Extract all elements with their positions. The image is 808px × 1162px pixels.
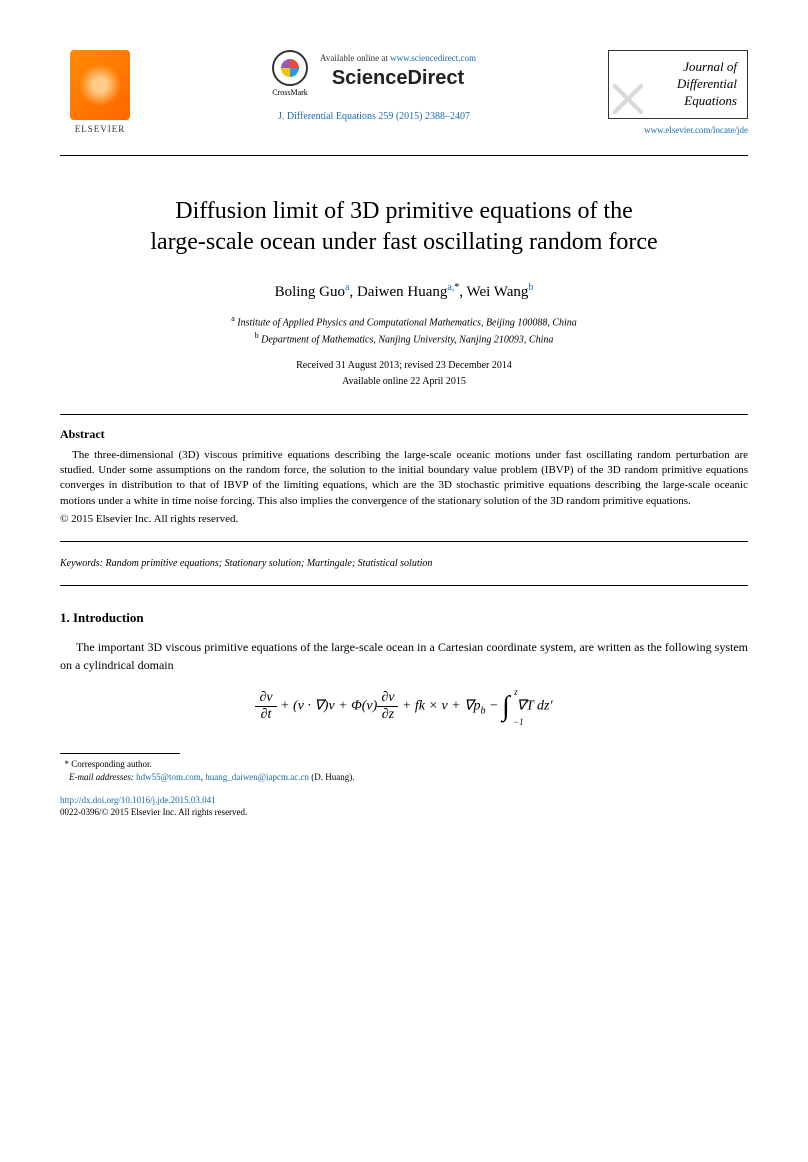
journal-url[interactable]: www.elsevier.com/locate/jde: [608, 125, 748, 135]
journal-title-l2: Differential: [677, 76, 737, 91]
email-label: E-mail addresses:: [69, 772, 134, 782]
intro-paragraph: The important 3D viscous primitive equat…: [60, 638, 748, 674]
crossmark-icon: [272, 50, 308, 86]
abstract-heading: Abstract: [60, 427, 748, 442]
title-line1: Diffusion limit of 3D primitive equation…: [175, 198, 633, 224]
keywords-text: Random primitive equations; Stationary s…: [103, 558, 432, 569]
email-name: (D. Huang).: [309, 772, 355, 782]
received-date: Received 31 August 2013; revised 23 Dece…: [296, 360, 512, 371]
abstract-top-rule: [60, 414, 748, 415]
corresponding-text: Corresponding author.: [71, 759, 152, 769]
available-block: Available online at www.sciencedirect.co…: [320, 53, 476, 94]
author-1: Boling Guo: [275, 284, 345, 300]
publisher-block: ELSEVIER: [60, 50, 140, 134]
paper-title: Diffusion limit of 3D primitive equation…: [60, 196, 748, 258]
crossmark-row: CrossMark Available online at www.scienc…: [272, 50, 476, 97]
sciencedirect-link[interactable]: www.sciencedirect.com: [390, 53, 476, 63]
journal-title-l1: Journal of: [683, 59, 737, 74]
crossmark-block[interactable]: CrossMark: [272, 50, 308, 97]
journal-block-wrapper: Journal of Differential Equations www.el…: [608, 50, 748, 135]
publisher-name: ELSEVIER: [75, 124, 126, 134]
keywords-label: Keywords:: [60, 558, 103, 569]
abstract-copyright: © 2015 Elsevier Inc. All rights reserved…: [60, 513, 748, 525]
author-1-sup: a: [345, 282, 349, 293]
doi-link[interactable]: http://dx.doi.org/10.1016/j.jde.2015.03.…: [60, 795, 748, 805]
email-1-link[interactable]: hdw55@tom.com: [136, 772, 201, 782]
citation-text: J. Differential Equations 259 (2015) 238…: [278, 111, 470, 122]
footnote-block: * Corresponding author. E-mail addresses…: [60, 758, 748, 783]
corresponding-note: * Corresponding author.: [60, 758, 748, 771]
platform-logo: ScienceDirect: [320, 67, 476, 90]
aff-b: Department of Mathematics, Nanjing Unive…: [259, 335, 554, 346]
email-2-link[interactable]: huang_daiwen@iapcm.ac.cn: [205, 772, 309, 782]
authors-line: Boling Guoa, Daiwen Huanga,*, Wei Wangb: [60, 282, 748, 301]
title-line2: large-scale ocean under fast oscillating…: [150, 229, 657, 255]
corresponding-star-icon: *: [454, 282, 459, 293]
footnote-rule: [60, 753, 180, 754]
author-3-sup: b: [528, 282, 533, 293]
top-rule: [60, 155, 748, 156]
abstract-text: The three-dimensional (3D) viscous primi…: [60, 448, 748, 510]
section-1-heading: 1. Introduction: [60, 610, 748, 626]
aff-a: Institute of Applied Physics and Computa…: [235, 317, 577, 328]
center-header: CrossMark Available online at www.scienc…: [140, 50, 608, 122]
issn-line: 0022-0396/© 2015 Elsevier Inc. All right…: [60, 807, 748, 817]
email-line: E-mail addresses: hdw55@tom.com, huang_d…: [60, 771, 748, 784]
author-2: Daiwen Huang: [357, 284, 447, 300]
crossmark-label: CrossMark: [272, 88, 308, 97]
available-prefix: Available online at: [320, 53, 390, 63]
available-online: Available online at www.sciencedirect.co…: [320, 53, 476, 63]
equation-1: ∂v∂t + (v · ∇)v + Φ(v)∂v∂z + fk × v + ∇p…: [60, 690, 748, 723]
header-row: ELSEVIER CrossMark Available online at w…: [60, 50, 748, 135]
keywords-line: Keywords: Random primitive equations; St…: [60, 558, 748, 569]
journal-deco-icon: [613, 84, 643, 114]
journal-box: Journal of Differential Equations: [608, 50, 748, 119]
affiliations: a Institute of Applied Physics and Compu…: [60, 313, 748, 348]
online-date: Available online 22 April 2015: [342, 376, 466, 387]
elsevier-logo-icon: [70, 50, 130, 120]
author-3: Wei Wang: [467, 284, 529, 300]
dates-block: Received 31 August 2013; revised 23 Dece…: [60, 358, 748, 390]
keywords-rule: [60, 585, 748, 586]
abstract-bottom-rule: [60, 541, 748, 542]
journal-title-l3: Equations: [684, 93, 737, 108]
